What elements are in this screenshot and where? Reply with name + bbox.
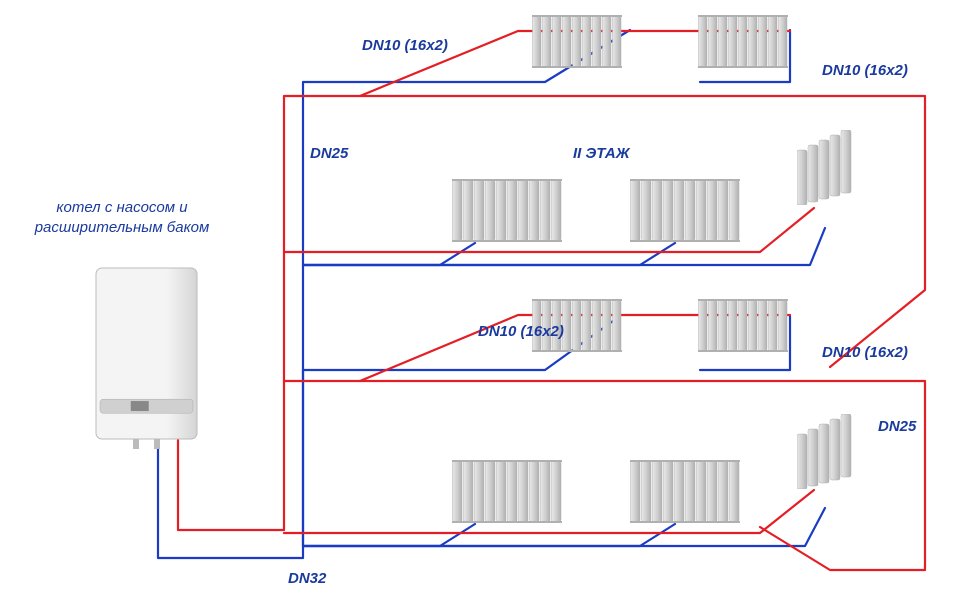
radiator [630, 178, 740, 243]
boiler-caption: котел с насосом и расширительным баком [22, 198, 222, 239]
label-dn32: DN32 [288, 570, 326, 587]
label-dn10-mid-left: DN10 (16x2) [478, 323, 564, 340]
radiator [698, 14, 788, 69]
radiator [797, 414, 852, 489]
boiler-unit [94, 266, 199, 456]
label-dn10-mid-right: DN10 (16x2) [822, 344, 908, 361]
label-dn25-bottom: DN25 [878, 418, 916, 435]
label-dn10-top-right: DN10 (16x2) [822, 62, 908, 79]
radiator [797, 130, 852, 205]
label-dn25-top: DN25 [310, 145, 348, 162]
label-dn10-top-left: DN10 (16x2) [362, 37, 448, 54]
label-floor2: II ЭТАЖ [573, 145, 630, 162]
radiator [532, 14, 622, 69]
radiator [452, 178, 562, 243]
radiator [630, 459, 740, 524]
radiator [698, 298, 788, 353]
radiator [452, 459, 562, 524]
